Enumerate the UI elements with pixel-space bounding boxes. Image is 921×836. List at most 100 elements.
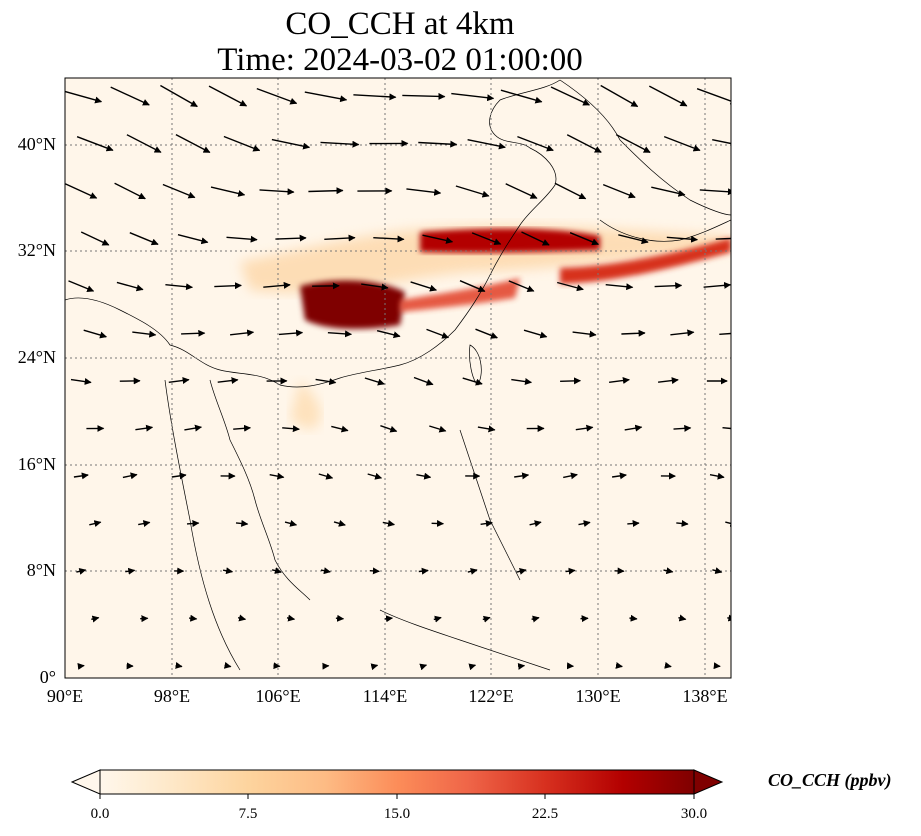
wind-arrow xyxy=(320,140,360,148)
wind-arrow xyxy=(210,186,246,197)
wind-arrow xyxy=(615,662,623,669)
wind-arrow xyxy=(367,472,383,480)
wind-arrow xyxy=(566,134,602,153)
wind-arrow xyxy=(563,472,578,480)
map-frame xyxy=(64,77,732,679)
lat-tick-label: 8°N xyxy=(26,560,56,580)
wind-arrow xyxy=(208,85,248,107)
wind-arrow xyxy=(114,182,146,200)
wind-arrow xyxy=(237,614,247,622)
concentration-background xyxy=(65,78,731,678)
wind-arrow xyxy=(475,328,498,339)
wind-arrow xyxy=(284,519,298,527)
wind-arrow xyxy=(529,520,542,528)
wind-arrow xyxy=(703,281,731,289)
wind-arrow xyxy=(226,235,258,243)
wind-arrow xyxy=(80,231,110,246)
wind-arrow xyxy=(171,472,187,480)
wind-arrow xyxy=(658,377,679,385)
wind-arrow xyxy=(612,472,627,480)
wind-arrow xyxy=(429,425,447,433)
wind-arrow xyxy=(353,93,397,101)
wind-arrow xyxy=(129,232,159,246)
wind-arrow xyxy=(186,520,200,528)
lon-tick-label: 114°E xyxy=(362,686,408,706)
wind-arrow xyxy=(531,615,540,623)
wind-arrow xyxy=(282,425,300,433)
wind-arrow xyxy=(373,235,405,243)
wind-arrow xyxy=(214,282,242,290)
wind-arrow xyxy=(416,472,432,480)
wind-arrow xyxy=(263,281,291,289)
wind-arrow xyxy=(380,425,398,433)
wind-arrow xyxy=(410,281,437,292)
wind-arrow xyxy=(426,328,450,339)
colorbar xyxy=(70,769,724,799)
wind-arrow xyxy=(65,90,103,104)
wind-arrow xyxy=(418,567,429,575)
wind-arrow xyxy=(722,427,731,430)
wind-arrow xyxy=(480,520,493,528)
wind-arrow xyxy=(505,183,538,199)
wind-arrow xyxy=(666,235,698,243)
wind-arrow xyxy=(83,329,107,339)
wind-arrow xyxy=(651,186,686,197)
wind-arrow xyxy=(712,139,731,145)
wind-arrow xyxy=(138,520,151,528)
wind-arrow xyxy=(554,182,587,200)
colorbar-label: CO_CCH (ppbv) xyxy=(768,770,892,790)
wind-arrow xyxy=(618,234,649,245)
wind-arrow xyxy=(126,134,162,153)
concentration-plume xyxy=(240,225,731,430)
wind-arrow xyxy=(122,472,138,480)
wind-arrow xyxy=(664,661,672,669)
lon-tick-label: 90°E xyxy=(46,686,84,706)
wind-arrow xyxy=(73,472,89,480)
map-subtitle-time: Time: 2024-03-02 01:00:00 xyxy=(217,42,583,78)
wind-arrow xyxy=(422,234,454,244)
wind-arrow xyxy=(168,377,190,384)
wind-arrow xyxy=(621,329,646,337)
wind-arrow xyxy=(382,519,395,527)
wind-arrow xyxy=(259,188,295,196)
wind-arrow xyxy=(116,281,144,292)
wind-arrow xyxy=(517,135,554,152)
wind-arrow xyxy=(670,329,695,337)
wind-arrow xyxy=(318,472,334,480)
wind-arrow xyxy=(68,280,95,292)
colorbar-extend-min xyxy=(70,769,101,795)
wind-arrow xyxy=(511,378,532,385)
wind-arrow xyxy=(160,84,198,108)
lat-tick-label: 0° xyxy=(39,667,56,687)
wind-arrow xyxy=(406,188,442,196)
wind-arrow xyxy=(217,377,239,385)
wind-arrow xyxy=(615,133,651,154)
wind-arrow xyxy=(433,615,442,623)
wind-arrow xyxy=(384,615,393,623)
wind-arrow xyxy=(419,663,428,671)
wind-arrow xyxy=(413,376,434,386)
colorbar-tick-label: 30.0 xyxy=(680,806,708,822)
wind-arrow xyxy=(135,424,154,432)
wind-arrow xyxy=(715,237,731,240)
wind-arrow xyxy=(76,136,114,152)
wind-arrow xyxy=(712,567,723,574)
lat-tick-label: 40°N xyxy=(17,134,56,154)
colorbar-tick-label: 15.0 xyxy=(383,806,411,822)
wind-arrow xyxy=(699,188,731,196)
wind-arrow xyxy=(315,378,337,386)
wind-arrow xyxy=(709,472,725,480)
wind-arrow xyxy=(508,280,535,292)
wind-arrow xyxy=(370,663,379,671)
wind-arrow xyxy=(286,614,296,622)
lon-tick-label: 138°E xyxy=(682,686,728,706)
wind-arrow xyxy=(271,138,311,150)
wind-arrow xyxy=(125,567,136,575)
wind-arrow xyxy=(648,85,688,107)
wind-arrow xyxy=(676,519,689,527)
colorbar-extend-max xyxy=(693,769,724,795)
wind-arrow xyxy=(175,133,211,154)
wind-arrow xyxy=(418,140,458,148)
wind-arrow xyxy=(177,234,209,245)
